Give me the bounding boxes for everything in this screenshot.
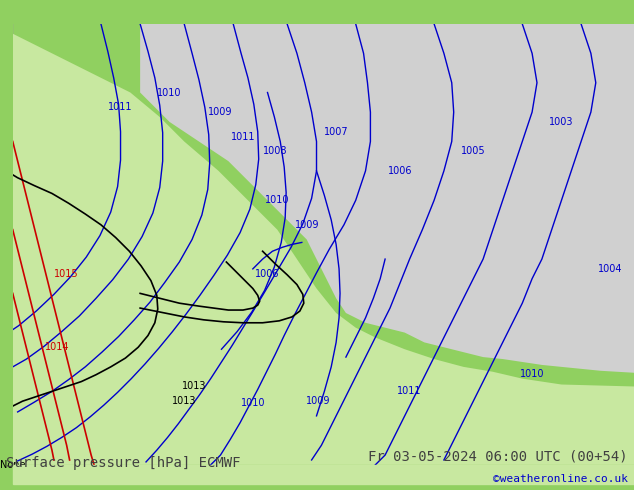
Polygon shape [13,24,140,416]
Text: 1015: 1015 [55,269,79,279]
Text: 1006: 1006 [256,269,280,279]
Text: Surface pressure [hPa] ECMWF: Surface pressure [hPa] ECMWF [6,456,241,470]
Text: 1010: 1010 [265,196,290,205]
Polygon shape [13,34,634,465]
Text: 1011: 1011 [231,132,256,142]
Text: 1013: 1013 [172,396,197,406]
Text: Fr 03-05-2024 06:00 UTC (00+54): Fr 03-05-2024 06:00 UTC (00+54) [368,449,628,463]
Text: 1009: 1009 [208,107,233,117]
Text: 1008: 1008 [263,147,288,156]
Polygon shape [140,24,634,373]
Text: 1013: 1013 [182,382,206,392]
Bar [13,465,634,485]
Text: 1009: 1009 [294,220,319,230]
Text: 1011: 1011 [108,102,133,112]
Text: 1010: 1010 [240,398,265,408]
Text: 1004: 1004 [598,264,623,274]
Text: 1003: 1003 [549,117,574,127]
Text: 1005: 1005 [461,147,486,156]
Text: 1010: 1010 [157,88,182,98]
Text: 1009: 1009 [306,396,331,406]
Text: ©weatheronline.co.uk: ©weatheronline.co.uk [493,474,628,484]
Text: None: None [0,460,25,470]
Text: 1014: 1014 [44,343,69,352]
Text: 1006: 1006 [387,166,412,176]
Text: 1010: 1010 [520,368,545,379]
Text: 1007: 1007 [324,127,349,137]
Text: 1011: 1011 [398,386,422,396]
